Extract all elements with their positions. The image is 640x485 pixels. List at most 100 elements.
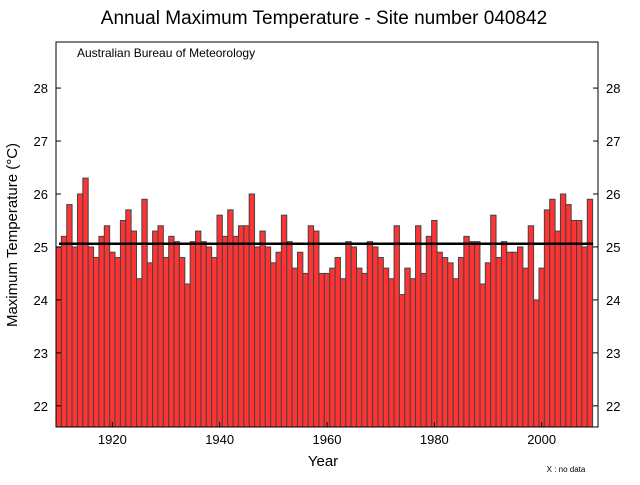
bar-1915: [82, 177, 89, 428]
y-tick-label-right: 23: [606, 346, 620, 361]
bar-1946: [248, 193, 256, 428]
bar-1995: [511, 251, 519, 428]
y-tick-label: 25: [34, 240, 48, 255]
bar-1997: [522, 267, 529, 428]
bar-1993: [500, 241, 508, 428]
bar-1989: [479, 283, 486, 428]
bars: [55, 177, 594, 428]
y-tick-label: 24: [34, 293, 48, 308]
bar-1917: [93, 257, 100, 428]
bar-1921: [114, 257, 121, 428]
bar-1969: [372, 246, 379, 428]
bar-1954: [291, 267, 298, 428]
bar-1962: [334, 257, 341, 428]
bar-1970: [377, 257, 384, 428]
bar-1983: [447, 262, 454, 428]
x-axis-label: Year: [308, 453, 338, 470]
bar-2003: [554, 230, 561, 428]
bar-1948: [259, 230, 266, 428]
y-tick-label: 27: [34, 134, 48, 149]
bar-1990: [484, 262, 492, 428]
bar-1959: [318, 272, 325, 428]
bar-1925: [135, 278, 143, 428]
bar-1988: [474, 241, 481, 428]
bar-1922: [119, 219, 127, 428]
bar-1980: [431, 219, 438, 428]
bar-1938: [205, 246, 213, 428]
bar-1994: [506, 251, 513, 428]
bar-1912: [66, 204, 73, 428]
bar-1991: [490, 214, 497, 428]
bar-1975: [404, 267, 411, 428]
bar-1967: [361, 272, 368, 428]
bar-2006: [570, 219, 578, 428]
bar-2005: [565, 204, 572, 428]
bar-1923: [125, 209, 132, 428]
bar-1951: [275, 251, 282, 428]
bar-1931: [168, 235, 175, 428]
bar-1918: [98, 235, 105, 428]
bar-1996: [517, 246, 524, 428]
bar-1968: [366, 241, 374, 428]
y-tick-label-right: 28: [606, 81, 620, 96]
bar-1934: [184, 283, 191, 428]
y-tick-label-right: 22: [606, 399, 620, 414]
bar-1998: [527, 225, 535, 428]
bar-1943: [232, 235, 239, 428]
x-tick-label: 2000: [527, 432, 556, 447]
y-tick-label: 28: [34, 81, 48, 96]
bar-1960: [323, 272, 331, 428]
bar-2009: [586, 198, 594, 428]
bar-1927: [146, 262, 154, 428]
bar-1945: [243, 225, 250, 428]
bar-1971: [382, 267, 390, 428]
bar-1985: [457, 257, 465, 428]
bar-1987: [468, 241, 476, 428]
bar-1933: [178, 257, 186, 428]
bar-1974: [398, 294, 406, 428]
bar-1957: [307, 225, 315, 428]
bar-1978: [420, 272, 427, 428]
x-tick-label: 1980: [420, 432, 449, 447]
axes: 22 22 23 23 24 24 25 25 26 26 27 27 28 28 1920 1940 1960…: [34, 81, 621, 447]
y-tick-label: 23: [34, 346, 48, 361]
bar-1920: [109, 251, 116, 428]
bar-1929: [157, 225, 164, 428]
bar-1964: [345, 241, 352, 428]
bar-1976: [409, 278, 417, 428]
bar-1952: [280, 214, 288, 428]
bar-1940: [216, 214, 223, 428]
bar-1949: [264, 246, 272, 428]
y-tick-label-right: 25: [606, 240, 620, 255]
bar-1941: [221, 235, 229, 428]
bar-1914: [76, 193, 84, 428]
bar-1979: [425, 235, 433, 428]
bar-1977: [415, 225, 422, 428]
bar-1939: [211, 257, 218, 428]
y-tick-label: 22: [34, 399, 48, 414]
bar-1961: [329, 267, 336, 428]
footnote: X : no data: [547, 465, 586, 474]
bar-1911: [60, 235, 68, 428]
bar-1919: [103, 225, 111, 428]
bar-1944: [237, 225, 245, 428]
bar-1966: [356, 267, 363, 428]
x-tick-label: 1940: [205, 432, 234, 447]
bar-1963: [339, 278, 347, 428]
bar-1947: [254, 246, 261, 428]
chart-title: Annual Maximum Temperature - Site number…: [101, 8, 547, 29]
x-tick-label: 1920: [98, 432, 127, 447]
y-tick-label-right: 26: [606, 187, 620, 202]
bar-1973: [393, 225, 400, 428]
bar-1910: [55, 246, 62, 428]
bar-1984: [452, 278, 459, 428]
bar-1936: [195, 230, 202, 428]
y-axis-label: Maximum Temperature (°C): [4, 143, 21, 327]
bar-1982: [441, 257, 449, 428]
bar-1932: [173, 241, 180, 428]
bar-2000: [538, 267, 545, 428]
bar-1965: [350, 246, 358, 428]
x-tick-label: 1960: [313, 432, 342, 447]
bar-1956: [302, 272, 309, 428]
